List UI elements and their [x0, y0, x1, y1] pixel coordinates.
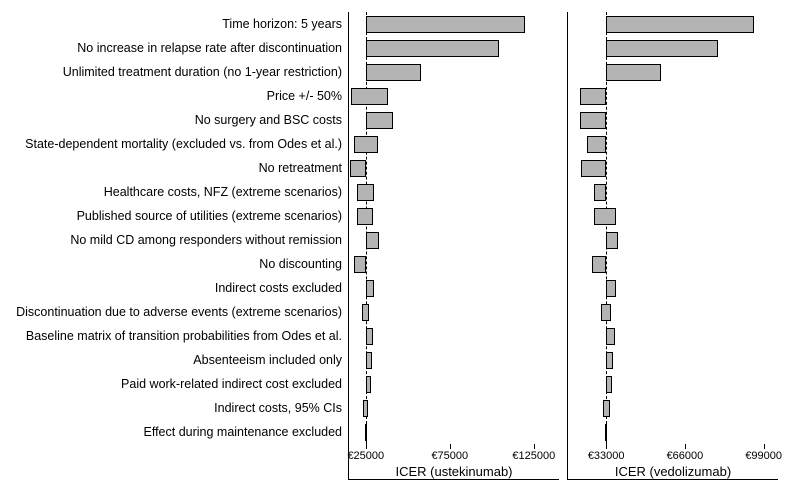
row-label: Baseline matrix of transition probabilit… — [12, 324, 348, 348]
row-label: Indirect costs, 95% CIs — [12, 396, 348, 420]
x-ticks: €33000€66000€99000 — [568, 444, 778, 462]
tornado-bar — [606, 328, 614, 345]
tornado-bar — [354, 256, 366, 273]
tornado-bar — [601, 304, 611, 321]
x-tick-label: €25000 — [347, 450, 384, 462]
plot-area — [349, 12, 559, 444]
row-label: Published source of utilities (extreme s… — [12, 204, 348, 228]
tornado-bar — [366, 376, 371, 393]
tornado-bar — [580, 112, 606, 129]
tornado-bar — [587, 136, 606, 153]
tornado-bar — [581, 160, 606, 177]
tornado-bar — [594, 184, 606, 201]
row-label: Price +/- 50% — [12, 84, 348, 108]
row-label: Effect during maintenance excluded — [12, 420, 348, 444]
row-label: No increase in relapse rate after discon… — [12, 36, 348, 60]
row-label: Discontinuation due to adverse events (e… — [12, 300, 348, 324]
row-label: No surgery and BSC costs — [12, 108, 348, 132]
row-label: No mild CD among responders without remi… — [12, 228, 348, 252]
x-tick — [685, 444, 686, 449]
tornado-bar — [594, 208, 615, 225]
tornado-bar — [592, 256, 606, 273]
x-tick-label: €125000 — [512, 450, 555, 462]
row-label: Paid work-related indirect cost excluded — [12, 372, 348, 396]
x-ticks: €25000 €75000 €125000 — [349, 444, 559, 462]
tornado-bar — [366, 16, 526, 33]
tornado-bar — [366, 64, 421, 81]
tornado-bar — [606, 40, 718, 57]
panel-vedolizumab: €33000€66000€99000ICER (vedolizumab) — [567, 12, 778, 480]
tornado-bar — [365, 424, 367, 441]
row-label: Healthcare costs, NFZ (extreme scenarios… — [12, 180, 348, 204]
row-label: No retreatment — [12, 156, 348, 180]
x-tick-label: €33000 — [588, 450, 625, 462]
tornado-bar — [606, 280, 616, 297]
x-tick — [606, 444, 607, 449]
tornado-chart: Time horizon: 5 yearsNo increase in rela… — [12, 12, 786, 480]
tornado-bar — [605, 424, 607, 441]
x-axis-label: ICER (vedolizumab) — [568, 462, 778, 479]
tornado-bar — [357, 208, 373, 225]
row-label: Indirect costs excluded — [12, 276, 348, 300]
tornado-bar — [354, 136, 378, 153]
row-label: State-dependent mortality (excluded vs. … — [12, 132, 348, 156]
row-label: Unlimited treatment duration (no 1-year … — [12, 60, 348, 84]
tornado-bar — [350, 160, 366, 177]
tornado-bar — [363, 400, 368, 417]
tornado-bar — [606, 64, 661, 81]
x-tick-label: €99000 — [745, 450, 782, 462]
tornado-bar — [366, 280, 374, 297]
tornado-bar — [580, 88, 606, 105]
x-tick — [450, 444, 451, 449]
tornado-bar — [606, 352, 613, 369]
tornado-bar — [351, 88, 388, 105]
tornado-bar — [366, 232, 379, 249]
x-tick — [764, 444, 765, 449]
tornado-bar — [366, 112, 393, 129]
x-tick-label: €66000 — [667, 450, 704, 462]
x-tick — [366, 444, 367, 449]
row-label: No discounting — [12, 252, 348, 276]
tornado-bar — [606, 16, 754, 33]
plot-area — [568, 12, 778, 444]
row-label: Absenteeism included only — [12, 348, 348, 372]
panel-ustekinumab: €25000 €75000 €125000ICER (ustekinumab) — [348, 12, 559, 480]
tornado-bar — [606, 232, 618, 249]
chart-panels: €25000 €75000 €125000ICER (ustekinumab) €33… — [348, 12, 786, 480]
tornado-bar — [366, 40, 499, 57]
row-labels-column: Time horizon: 5 yearsNo increase in rela… — [12, 12, 348, 480]
tornado-bar — [366, 352, 372, 369]
tornado-bar — [357, 184, 374, 201]
x-axis-label: ICER (ustekinumab) — [349, 462, 559, 479]
x-tick — [534, 444, 535, 449]
tornado-bar — [366, 328, 373, 345]
tornado-bar — [606, 376, 612, 393]
row-label: Time horizon: 5 years — [12, 12, 348, 36]
x-tick-label: €75000 — [431, 450, 468, 462]
tornado-bar — [362, 304, 369, 321]
tornado-bar — [603, 400, 610, 417]
